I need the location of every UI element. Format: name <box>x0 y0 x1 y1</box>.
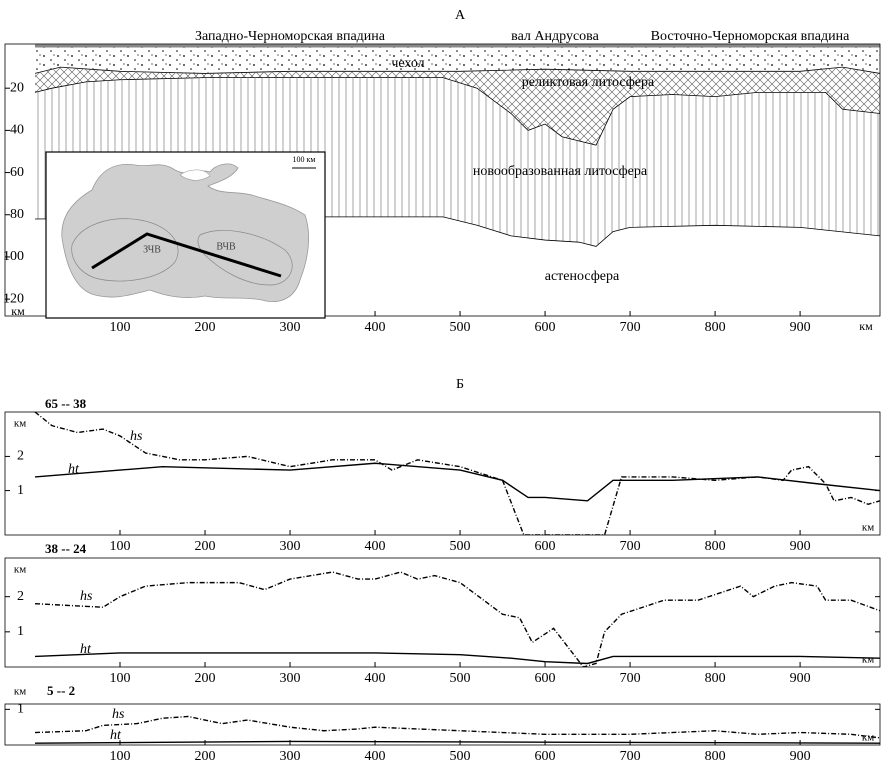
x-tick-label: 100 <box>110 539 131 554</box>
chart-title: 5 -- 2 <box>47 683 75 698</box>
x-tick-label: 800 <box>705 320 726 335</box>
x-tick-label: 600 <box>535 749 556 761</box>
inset-label: ЗЧВ <box>143 244 161 255</box>
x-tick-label: 800 <box>705 749 726 761</box>
x-tick-label: 700 <box>620 749 641 761</box>
x-tick-label: 500 <box>450 671 471 686</box>
x-tick-label: 500 <box>450 749 471 761</box>
x-unit: км <box>862 732 874 744</box>
x-unit: км <box>862 654 874 666</box>
x-tick-label: 100 <box>110 749 131 761</box>
x-tick-label: 600 <box>535 320 556 335</box>
x-tick-label: 900 <box>790 320 811 335</box>
x-unit: км <box>859 319 873 333</box>
x-tick-label: 200 <box>195 749 216 761</box>
layer-boundary <box>34 216 881 247</box>
series-label: ht <box>68 462 80 477</box>
series-line <box>34 652 880 665</box>
series-label: hs <box>80 589 93 604</box>
series-label: hs <box>130 429 143 444</box>
series-line <box>34 715 880 739</box>
region-label: Западно-Черноморская впадина <box>195 29 386 44</box>
x-tick-label: 500 <box>450 320 471 335</box>
region-label: Восточно-Черноморская впадина <box>651 29 850 44</box>
x-tick-label: 200 <box>195 671 216 686</box>
layer-label: чехол <box>391 56 424 71</box>
y-unit: км <box>14 418 26 430</box>
x-tick-label: 300 <box>280 749 301 761</box>
x-tick-label: 200 <box>195 539 216 554</box>
x-tick-label: 700 <box>620 320 641 335</box>
x-tick-label: 300 <box>280 539 301 554</box>
layer-label: реликтовая литосфера <box>522 75 655 90</box>
x-tick-label: 700 <box>620 671 641 686</box>
y-tick-label: 120 <box>3 291 24 306</box>
series-label: ht <box>110 728 122 743</box>
crimea <box>179 169 211 181</box>
x-tick-label: 200 <box>195 320 216 335</box>
y-tick-label: 1 <box>17 624 24 639</box>
layer-fill <box>35 46 880 74</box>
y-tick-label: 40 <box>10 123 24 138</box>
plot-frame <box>4 703 881 746</box>
y-tick-label: 1 <box>17 483 24 498</box>
layer-label: астеносфера <box>545 269 620 284</box>
x-tick-label: 800 <box>705 539 726 554</box>
series-line <box>34 462 880 502</box>
y-tick-label: 60 <box>10 165 24 180</box>
inset-map: 100 км ЗЧВ ВЧВ <box>45 151 326 319</box>
x-tick-label: 500 <box>450 539 471 554</box>
x-unit: км <box>862 522 874 534</box>
x-tick-label: 600 <box>535 671 556 686</box>
series-label: ht <box>80 642 92 657</box>
series-line <box>34 412 880 535</box>
x-tick-label: 400 <box>365 320 386 335</box>
west-basin <box>71 218 179 282</box>
y-tick-label: 80 <box>10 207 24 222</box>
series-label: hs <box>112 707 125 722</box>
y-unit: км <box>11 304 25 318</box>
x-tick-label: 300 <box>280 320 301 335</box>
series-line <box>34 571 880 667</box>
y-tick-label: 100 <box>3 249 24 264</box>
plot-frame <box>4 43 881 317</box>
sea-outline <box>61 163 309 302</box>
y-tick-label: 2 <box>17 589 24 604</box>
x-tick-label: 900 <box>790 539 811 554</box>
y-tick-label: 20 <box>10 80 24 95</box>
y-tick-label: 1 <box>17 702 24 717</box>
region-label: вал Андрусова <box>511 29 599 44</box>
x-tick-label: 800 <box>705 671 726 686</box>
layer-fill <box>35 67 880 146</box>
line-panels: Б 65 -- 38 км 1 2 100 200 300 400 500 600 700 800 900… <box>4 377 881 761</box>
panel-title: Б <box>456 377 464 392</box>
x-tick-label: 700 <box>620 539 641 554</box>
x-tick-label: 100 <box>110 320 131 335</box>
x-tick-label: 400 <box>365 671 386 686</box>
inset-label: ВЧВ <box>216 241 236 252</box>
plot-frame <box>4 411 881 536</box>
y-unit: км <box>14 564 26 576</box>
chart-title: 65 -- 38 <box>45 396 87 411</box>
layer-label: новообразованная литосфера <box>473 164 648 179</box>
chart-title: 38 -- 24 <box>45 541 87 556</box>
series-line <box>34 740 880 744</box>
profile-line <box>91 232 282 278</box>
x-tick-label: 300 <box>280 671 301 686</box>
x-tick-label: 400 <box>365 749 386 761</box>
scale-label: 100 км <box>293 155 316 164</box>
y-tick-label: 2 <box>17 449 24 464</box>
panel-title: А <box>455 8 466 23</box>
plot-frame <box>4 557 881 668</box>
x-tick-label: 400 <box>365 539 386 554</box>
x-tick-label: 600 <box>535 539 556 554</box>
x-tick-label: 900 <box>790 749 811 761</box>
x-tick-label: 900 <box>790 671 811 686</box>
y-unit: км <box>14 686 26 698</box>
x-tick-label: 100 <box>110 671 131 686</box>
